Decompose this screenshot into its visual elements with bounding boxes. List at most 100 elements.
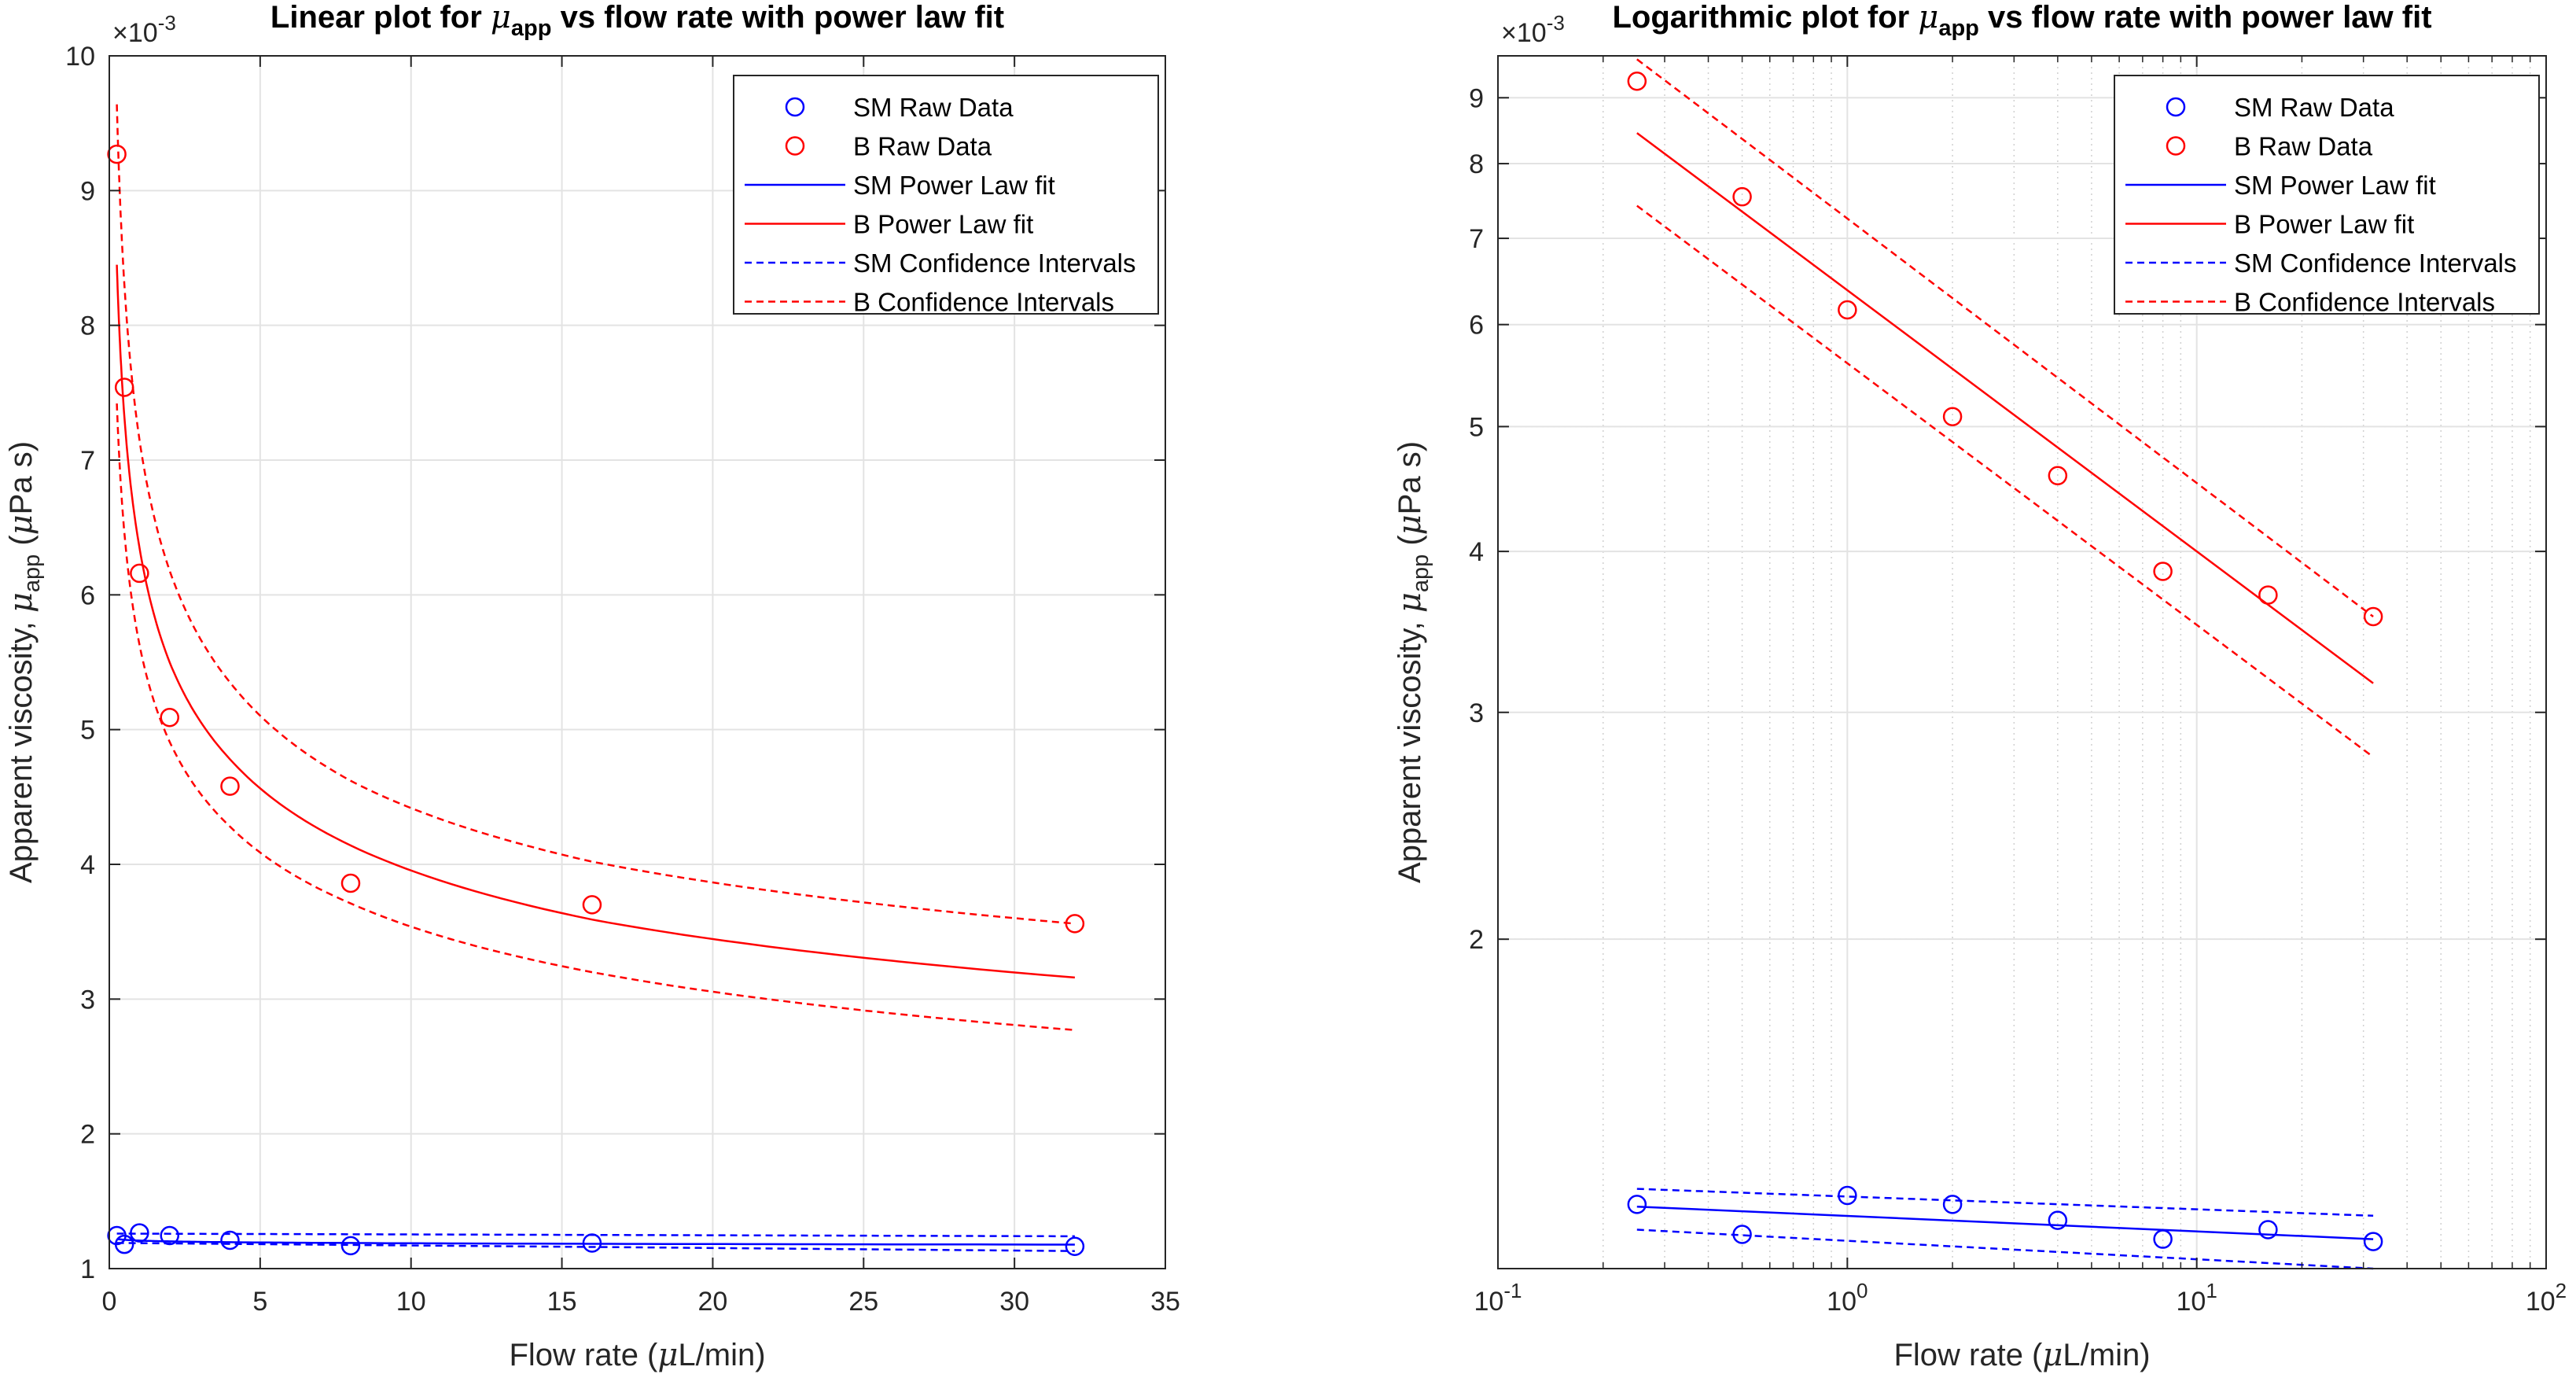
sm-power-law-fit-line <box>1636 1205 2374 1240</box>
legend-label: SM Power Law fit <box>853 171 1055 200</box>
data-point <box>2048 1210 2068 1230</box>
legend-marker <box>785 136 805 156</box>
data-point <box>1065 1236 1085 1256</box>
x-tick-label: 5 <box>252 1287 267 1317</box>
legend-item: SM Power Law fit <box>745 171 1055 200</box>
legend-item: B Raw Data <box>785 132 992 161</box>
x-tick-label: 35 <box>1150 1287 1180 1317</box>
series-group <box>107 104 1085 1256</box>
legend-marker <box>2166 136 2186 156</box>
ticks: 0 5 10 15 20 25 30 35 1 2 3 4 5 6 7 8 9 10 <box>65 42 1180 1317</box>
legend-label: B Raw Data <box>853 132 992 161</box>
data-point <box>1627 72 1647 91</box>
x-tick-label: 101 <box>2177 1279 2217 1317</box>
legend-item: B Power Law fit <box>2125 210 2414 239</box>
x-tick-label: 25 <box>848 1287 878 1317</box>
chart-title: Logarithmic plot for μapp vs flow rate w… <box>1612 0 2431 41</box>
chart-title: Linear plot for μapp vs flow rate with p… <box>270 0 1004 41</box>
data-point <box>340 873 361 893</box>
b-confidence-intervals-line <box>1636 58 2374 617</box>
y-tick-label: 10 <box>65 42 95 72</box>
b-power-law-fit-line <box>1636 132 2374 684</box>
data-point <box>1732 186 1752 207</box>
legend-label: SM Power Law fit <box>2234 171 2436 200</box>
sm-confidence-intervals-line <box>1636 1188 2374 1217</box>
x-tick-label: 102 <box>2526 1279 2567 1317</box>
data-point <box>2258 1220 2278 1240</box>
legend-marker <box>785 97 805 117</box>
data-point <box>130 563 149 584</box>
b-power-law-fit-line <box>116 264 1076 979</box>
legend-label: B Raw Data <box>2234 132 2373 161</box>
legend-label: B Power Law fit <box>853 210 1033 239</box>
legend-item: SM Power Law fit <box>2125 171 2436 200</box>
confidence-interval-lower-7-line <box>116 403 1076 1031</box>
y-tick-label: 8 <box>80 311 95 341</box>
data-point <box>1942 1195 1963 1214</box>
legend-item: SM Raw Data <box>2166 93 2394 122</box>
y-tick-label: 8 <box>1469 149 1484 179</box>
x-tick-label: 10-1 <box>1474 1279 1522 1317</box>
x-tick-label: 10 <box>396 1287 426 1317</box>
y-axis-label: Apparent viscosity, μapp (μPa s) <box>3 441 45 883</box>
y-tick-label: 5 <box>1469 412 1484 442</box>
data-point <box>2153 562 2173 581</box>
y-axis-label: Apparent viscosity, μapp (μPa s) <box>1392 441 1433 883</box>
legend-label: SM Confidence Intervals <box>2234 249 2517 278</box>
x-axis-label: Flow rate (μL/min) <box>1893 1337 2150 1373</box>
data-point <box>160 707 179 727</box>
x-tick-label: 30 <box>999 1287 1029 1317</box>
y-tick-label: 6 <box>80 580 95 610</box>
confidence-interval-lower-5-line <box>1636 1228 2374 1270</box>
y-tick-label: 2 <box>80 1120 95 1150</box>
legend-label: B Confidence Intervals <box>2234 288 2495 317</box>
x-tick-label: 15 <box>547 1287 577 1317</box>
ticks: 10-1 100 101 102 2 3 4 5 6 7 8 9 <box>1469 56 2567 1317</box>
logarithmic-plot-panel: 10-1 100 101 102 2 3 4 5 6 7 8 9 ×10-3 Logarithmic pl… <box>1392 0 2567 1373</box>
legend-label: B Power Law fit <box>2234 210 2414 239</box>
legend-item: B Raw Data <box>2166 132 2373 161</box>
y-tick-label: 4 <box>1469 537 1484 567</box>
data-point <box>582 895 602 915</box>
grid <box>1498 56 2546 1269</box>
legend-item: SM Raw Data <box>785 93 1014 122</box>
y-tick-label: 3 <box>1469 698 1484 728</box>
data-point <box>220 1230 240 1251</box>
legend-item: B Confidence Intervals <box>2125 288 2495 317</box>
y-tick-label: 4 <box>80 850 95 880</box>
sm-power-law-fit-line <box>116 1238 1075 1246</box>
data-point <box>220 776 240 796</box>
data-point <box>114 1234 134 1254</box>
y-tick-label: 3 <box>80 985 95 1015</box>
x-tick-label: 0 <box>102 1287 117 1317</box>
b-confidence-intervals-line <box>116 104 1076 925</box>
y-tick-label: 2 <box>1469 925 1484 955</box>
data-point <box>1942 407 1963 426</box>
axes-frame <box>1497 55 2547 1269</box>
data-point <box>2048 466 2068 486</box>
legend-label: SM Raw Data <box>2234 93 2394 122</box>
data-point <box>2363 606 2383 627</box>
b-raw-data-series <box>1627 72 2383 627</box>
linear-plot-panel: 0 5 10 15 20 25 30 35 1 2 3 4 5 6 7 8 9 10 ×10-3 Linear plo… <box>3 0 1180 1373</box>
y-tick-label: 9 <box>80 176 95 206</box>
series-group <box>1627 58 2383 1270</box>
data-point <box>1627 1195 1647 1214</box>
legend-marker <box>2166 97 2186 117</box>
y-tick-label: 7 <box>1469 224 1484 254</box>
y-tick-label: 9 <box>1469 83 1484 113</box>
data-point <box>2363 1232 2383 1251</box>
x-axis-label: Flow rate (μL/min) <box>509 1337 765 1373</box>
y-tick-label: 1 <box>80 1254 95 1284</box>
legend-item: SM Confidence Intervals <box>745 249 1136 278</box>
y-tick-label: 5 <box>80 716 95 746</box>
confidence-interval-lower-5-line <box>116 1242 1075 1252</box>
legend-label: SM Confidence Intervals <box>853 249 1136 278</box>
axes-frame <box>109 55 1166 1269</box>
axis-exponent: ×10-3 <box>1501 11 1565 48</box>
legend-item: B Confidence Intervals <box>745 288 1114 317</box>
y-tick-label: 6 <box>1469 311 1484 341</box>
legend-item: B Power Law fit <box>745 210 1033 239</box>
legend: SM Raw Data B Raw Data SM Power Law fit B P… <box>733 75 1159 317</box>
